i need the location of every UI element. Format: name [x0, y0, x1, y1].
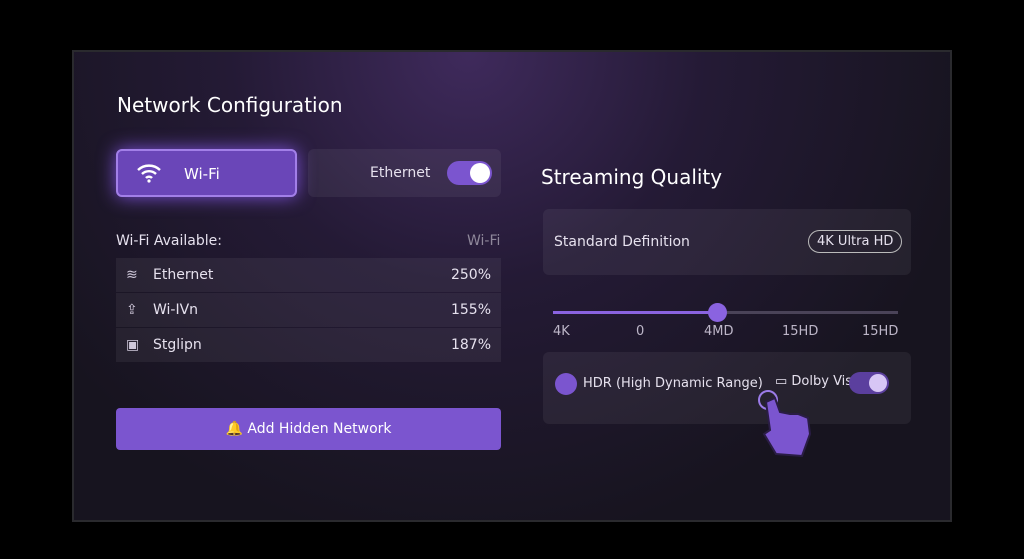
hdr-icon	[555, 373, 577, 395]
network-name: Wi-IVn	[153, 302, 199, 318]
hdr-card: HDR (High Dynamic Range) ▭ Dolby Vision	[543, 352, 911, 424]
quality-badge: 4K Ultra HD	[808, 230, 903, 253]
add-network-button[interactable]: 🔔 Add Hidden Network	[116, 408, 501, 450]
quality-card[interactable]: Standard Definition 4K Ultra HD	[543, 209, 911, 275]
network-row[interactable]: ▣ Stglipn 187%	[116, 328, 501, 362]
slider-label: 4K	[553, 324, 570, 339]
hdr-switch[interactable]	[849, 372, 889, 394]
network-icon: ⇪	[126, 302, 138, 318]
slider-thumb[interactable]	[708, 303, 727, 322]
toggle[interactable]	[447, 161, 492, 185]
section-title: Streaming Quality	[541, 165, 723, 189]
wifi-tab[interactable]: Wi-Fi	[116, 149, 297, 197]
network-value: 155%	[450, 302, 491, 318]
network-name: Ethernet	[153, 267, 214, 283]
network-name: Stglipn	[153, 337, 202, 353]
tab-label: Wi-Fi	[184, 165, 220, 183]
button-label: Add Hidden Network	[247, 421, 392, 437]
available-label: Wi-Fi Available:	[116, 233, 222, 249]
switch-knob	[869, 374, 887, 392]
slider-label: 15HD	[862, 324, 899, 339]
slider-fill	[553, 311, 718, 314]
wifi-icon	[137, 164, 161, 183]
toggle-knob	[470, 163, 490, 183]
network-row[interactable]: ≋ Ethernet 250%	[116, 258, 501, 292]
network-value: 187%	[450, 337, 491, 353]
hand-cursor	[758, 390, 812, 458]
slider-label: 4MD	[704, 324, 734, 339]
network-icon: ▣	[126, 337, 140, 353]
available-filter: Wi-Fi	[467, 233, 501, 249]
network-icon: ≋	[126, 267, 138, 283]
quality-label: Standard Definition	[554, 234, 690, 250]
tab-label: Ethernet	[370, 165, 431, 181]
hdr-label: HDR (High Dynamic Range)	[583, 376, 763, 391]
slider-label: 0	[636, 324, 645, 339]
network-value: 250%	[450, 267, 491, 283]
ethernet-tab[interactable]: Ethernet	[308, 149, 501, 197]
section-title: Network Configuration	[117, 93, 343, 117]
slider-label: 15HD	[782, 324, 819, 339]
network-row[interactable]: ⇪ Wi-IVn 155%	[116, 293, 501, 327]
